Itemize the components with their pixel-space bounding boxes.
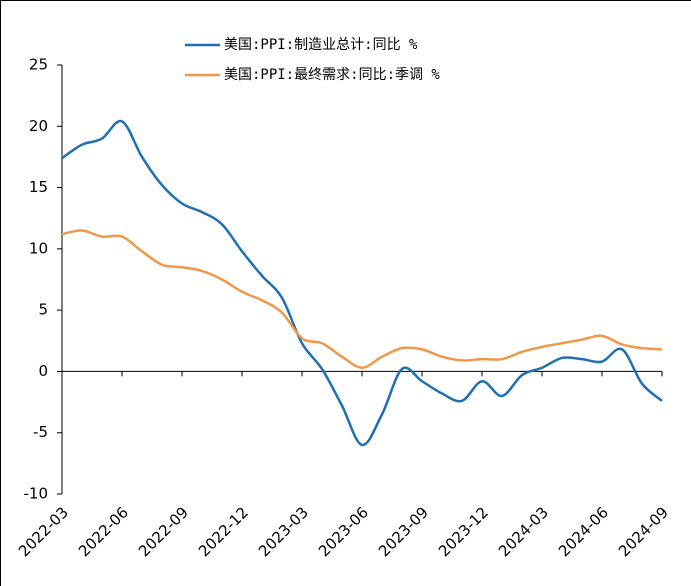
x-tick-label: 2022-09: [135, 503, 192, 560]
legend-label: 美国:PPI:最终需求:同比:季调 %: [224, 67, 440, 83]
x-tick-label: 2023-09: [375, 503, 432, 560]
x-tick-label: 2024-09: [615, 503, 672, 560]
y-tick-label: 0: [38, 362, 48, 380]
y-tick-label: 20: [29, 117, 48, 135]
line: [61, 229, 663, 370]
line: [61, 119, 663, 447]
x-tick-label: 2023-12: [435, 503, 492, 560]
y-tick-label: -10: [24, 485, 49, 503]
y-tick-label: 10: [29, 239, 48, 257]
x-tick-label: 2022-06: [75, 503, 132, 560]
y-tick-label: -5: [33, 423, 48, 441]
y-tick-label: 15: [29, 178, 48, 196]
x-tick-label: 2022-03: [15, 503, 72, 560]
y-tick-label: 5: [38, 301, 48, 319]
x-tick-label: 2023-06: [315, 503, 372, 560]
x-tick-label: 2024-06: [555, 503, 612, 560]
x-tick-label: 2023-03: [255, 503, 312, 560]
x-tick-label: 2022-12: [195, 503, 252, 560]
y-tick-label: 25: [29, 56, 48, 74]
x-tick-label: 2024-03: [495, 503, 552, 560]
legend-label: 美国:PPI:制造业总计:同比 %: [224, 37, 418, 53]
